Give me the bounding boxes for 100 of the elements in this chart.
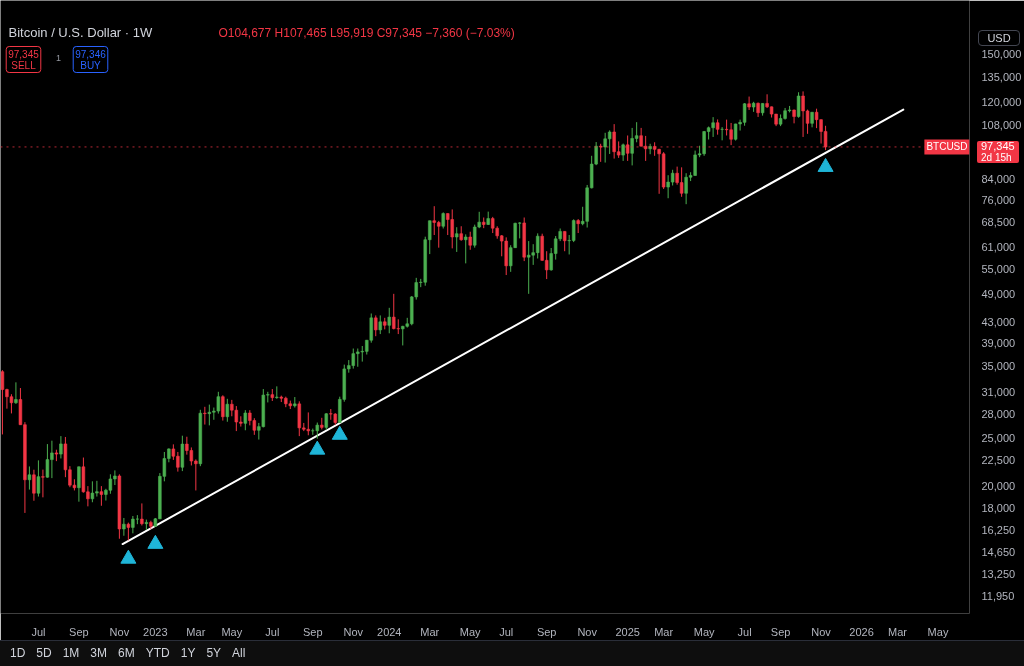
y-tick-label: 14,650: [981, 546, 1016, 559]
text: 1D: [10, 644, 26, 662]
candlestick: [221, 394, 225, 422]
y-tick-label: 31,000: [981, 385, 1016, 398]
candlestick: [392, 293, 396, 330]
x-tick-label: Mar: [420, 625, 440, 638]
candlestick: [729, 122, 733, 146]
candlestick: [275, 385, 279, 400]
candlestick: [122, 517, 126, 537]
candlestick: [243, 409, 248, 431]
text: 3M: [90, 644, 108, 662]
candlestick: [216, 391, 221, 415]
text: 1Y: [180, 644, 196, 662]
candlestick: [0, 369, 5, 435]
x-tick-label: 2023: [143, 625, 168, 638]
candlestick: [225, 398, 230, 423]
candlestick: [41, 469, 45, 498]
candlestick: [711, 116, 715, 138]
x-tick-label: Mar: [186, 625, 206, 638]
candlestick: [140, 502, 144, 526]
point: [331, 425, 348, 440]
y-tick-label: 120,000: [981, 96, 1022, 109]
x-tick-label: May: [459, 625, 482, 638]
y-tick-label: 55,000: [981, 263, 1016, 276]
y-tick-label: 84,000: [981, 172, 1016, 185]
candlestick: [203, 406, 207, 426]
text: All: [232, 644, 246, 662]
candlestick: [742, 102, 747, 127]
candlestick: [306, 411, 310, 436]
candlestick: [562, 230, 567, 252]
candlestick: [14, 381, 18, 405]
candlestick: [387, 307, 391, 334]
candlestick: [473, 224, 477, 249]
candlestick: [464, 233, 468, 264]
text: USD: [978, 30, 1020, 46]
x-tick-label: 2026: [849, 625, 874, 638]
y-tick-label: 68,500: [981, 216, 1016, 229]
candlestick: [32, 469, 36, 502]
candlestick: [374, 314, 378, 337]
x-tick-label: Jul: [265, 625, 280, 638]
y-tick-label: 108,000: [981, 118, 1022, 131]
y-tick-label: 43,000: [981, 315, 1016, 328]
y-tick-label: 22,500: [981, 454, 1016, 467]
text: 2d 15h: [981, 152, 1013, 163]
x-tick-label: May: [221, 625, 243, 638]
text: 5Y: [206, 644, 222, 662]
text: 1M: [62, 644, 80, 662]
text: 6M: [118, 644, 135, 662]
candlestick: [450, 208, 454, 249]
x-tick-label: Sep: [770, 625, 791, 638]
text: O104,677 H107,465 L95,919 C97,345 −7,360 (−7.03%): [218, 25, 515, 40]
y-tick-label: 16,250: [981, 524, 1016, 537]
y-tick-label: 11,950: [981, 589, 1015, 602]
candlestick: [607, 129, 612, 155]
y-tick-label: 20,000: [981, 479, 1016, 492]
point: [309, 440, 326, 455]
x-tick-label: Sep: [69, 625, 89, 638]
x-tick-label: Nov: [811, 625, 832, 638]
candlestick: [571, 218, 576, 243]
candlestick: [45, 443, 50, 479]
candlestick: [527, 240, 531, 295]
candlestick: [189, 446, 194, 466]
x-tick-label: Mar: [654, 625, 674, 638]
x-tick-label: May: [927, 625, 949, 638]
candlestick: [59, 435, 63, 459]
y-tick-label: 49,000: [981, 287, 1016, 300]
annotation: 1: [56, 52, 62, 63]
candlestick: [747, 96, 751, 111]
candlestick: [77, 466, 81, 503]
candlestick: [720, 126, 724, 141]
text: 5D: [36, 644, 52, 662]
candlestick: [814, 108, 819, 129]
text: 97,345: [981, 140, 1015, 152]
point: [147, 534, 164, 549]
annotation: 97,345 SELL: [8, 48, 40, 71]
y-tick-label: 18,000: [981, 502, 1016, 515]
candlestick: [679, 166, 684, 198]
candlestick: [99, 485, 104, 507]
x-tick-label: Jul: [499, 625, 514, 638]
text: Bitcoin / U.S. Dollar · 1W: [8, 25, 153, 40]
x-tick-label: May: [693, 625, 716, 638]
text: YTD: [145, 644, 170, 662]
candlestick: [378, 314, 382, 335]
candlestick: [27, 465, 32, 491]
y-tick-label: 13,250: [981, 567, 1016, 580]
candlestick: [9, 393, 14, 414]
y-tick-label: 61,000: [981, 240, 1016, 253]
y-tick-label: 25,000: [981, 431, 1016, 444]
candlestick: [455, 226, 459, 253]
x-tick-label: Nov: [577, 625, 598, 638]
x-tick-label: Mar: [888, 625, 908, 638]
candlestick: [234, 405, 239, 432]
y-tick-label: 39,000: [981, 336, 1016, 349]
x-tick-label: Jul: [31, 625, 46, 638]
candlestick: [207, 404, 212, 426]
x-tick-label: Sep: [536, 625, 557, 638]
y-tick-label: 135,000: [981, 70, 1022, 83]
y-tick-label: 76,000: [981, 193, 1016, 206]
y-tick-label: 35,000: [981, 359, 1016, 372]
ref-line-label: BTCUSD: [926, 141, 968, 153]
